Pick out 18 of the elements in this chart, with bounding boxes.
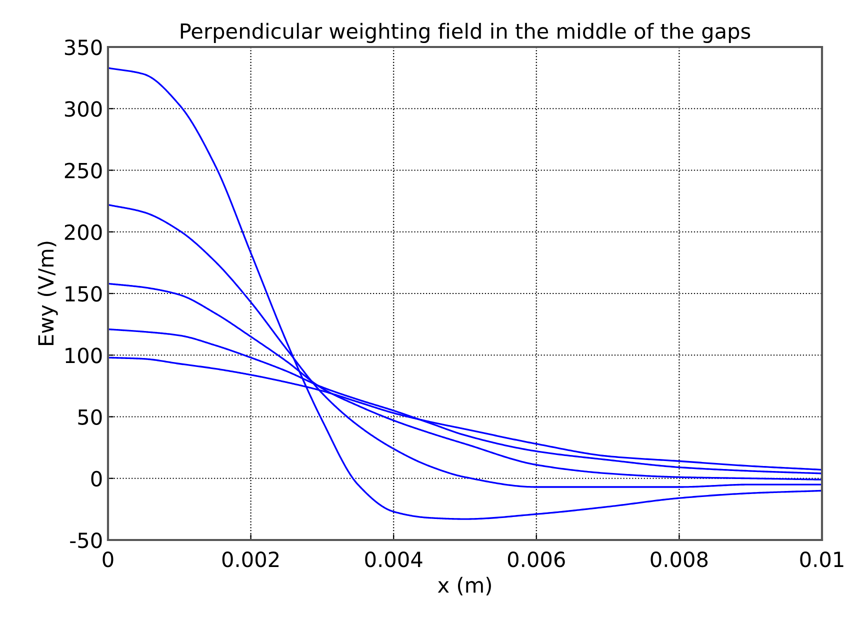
y-tick-label: 50: [78, 409, 102, 425]
x-tick-label: 0: [102, 551, 114, 568]
x-tick-label: 0.01: [800, 551, 844, 568]
x-tick-label: 0.002: [222, 551, 279, 568]
chart-title: Perpendicular weighting field in the middle of the gaps: [180, 22, 750, 43]
y-axis-title: Ewy (V/m): [38, 242, 58, 345]
y-tick-label: 300: [64, 101, 102, 117]
y-tick-label: 0: [91, 470, 102, 487]
y-tick-label: 100: [66, 348, 102, 364]
y-tick-label: 200: [64, 224, 102, 240]
y-tick-label: 350: [64, 39, 102, 56]
x-axis-title: x (m): [438, 576, 491, 596]
x-tick-label: 0.004: [365, 551, 422, 568]
x-tick-label: 0.008: [650, 551, 708, 568]
y-tick-label: 150: [66, 286, 102, 302]
y-tick-label: -50: [70, 532, 102, 548]
y-tick-label: 250: [64, 162, 102, 178]
x-tick-label: 0.006: [508, 551, 565, 568]
